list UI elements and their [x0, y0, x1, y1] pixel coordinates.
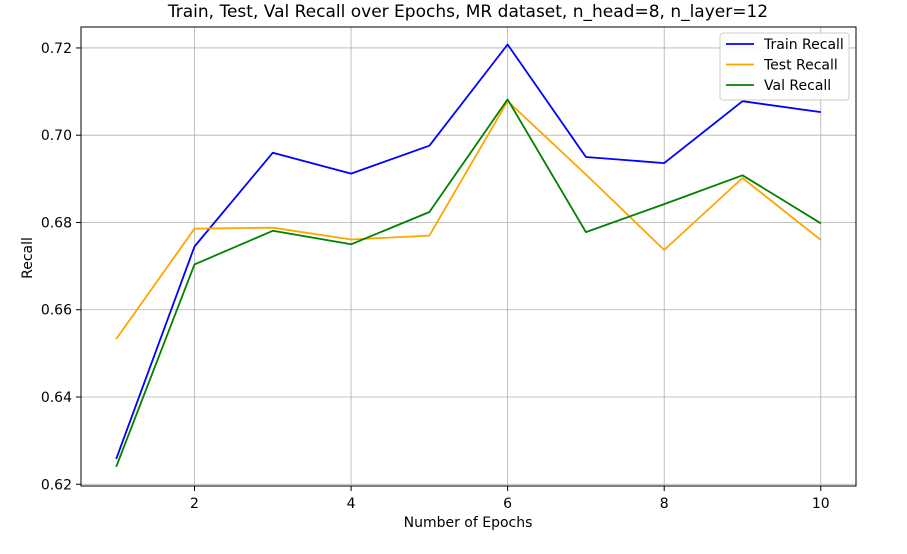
- test-recall-line: [115, 100, 822, 340]
- test-recall-legend-label: Test Recall: [763, 58, 838, 74]
- series-lines: [115, 43, 822, 468]
- grid-lines: [81, 27, 856, 486]
- train-recall-line: [115, 43, 821, 460]
- train-recall-legend-label: Train Recall: [763, 37, 844, 53]
- y-tick-label: 0.66: [41, 303, 72, 319]
- x-tick-label: 2: [190, 496, 199, 512]
- val-recall-line: [115, 98, 822, 468]
- y-tick-label: 0.62: [41, 477, 72, 493]
- chart-title: Train, Test, Val Recall over Epochs, MR …: [167, 2, 768, 22]
- y-axis-ticks: 0.62 0.64 0.66 0.68 0.70 0.72: [41, 41, 81, 493]
- legend-box: [719, 32, 850, 101]
- y-tick-label: 0.72: [41, 41, 72, 57]
- y-tick-label: 0.64: [41, 390, 72, 406]
- x-axis-label: Number of Epochs: [404, 515, 533, 531]
- x-tick-label: 6: [503, 496, 512, 512]
- x-tick-label: 8: [660, 496, 669, 512]
- x-tick-label: 10: [812, 496, 830, 512]
- y-tick-label: 0.70: [41, 128, 72, 144]
- plot-frame: [80, 26, 857, 487]
- x-axis-ticks: 2 4 6 8 10: [190, 486, 830, 512]
- y-axis-label: Recall: [20, 237, 36, 279]
- y-tick-label: 0.68: [41, 215, 72, 231]
- val-recall-legend-label: Val Recall: [764, 78, 831, 94]
- legend: Train Recall Test Recall Val Recall: [719, 32, 850, 101]
- x-tick-label: 4: [347, 496, 356, 512]
